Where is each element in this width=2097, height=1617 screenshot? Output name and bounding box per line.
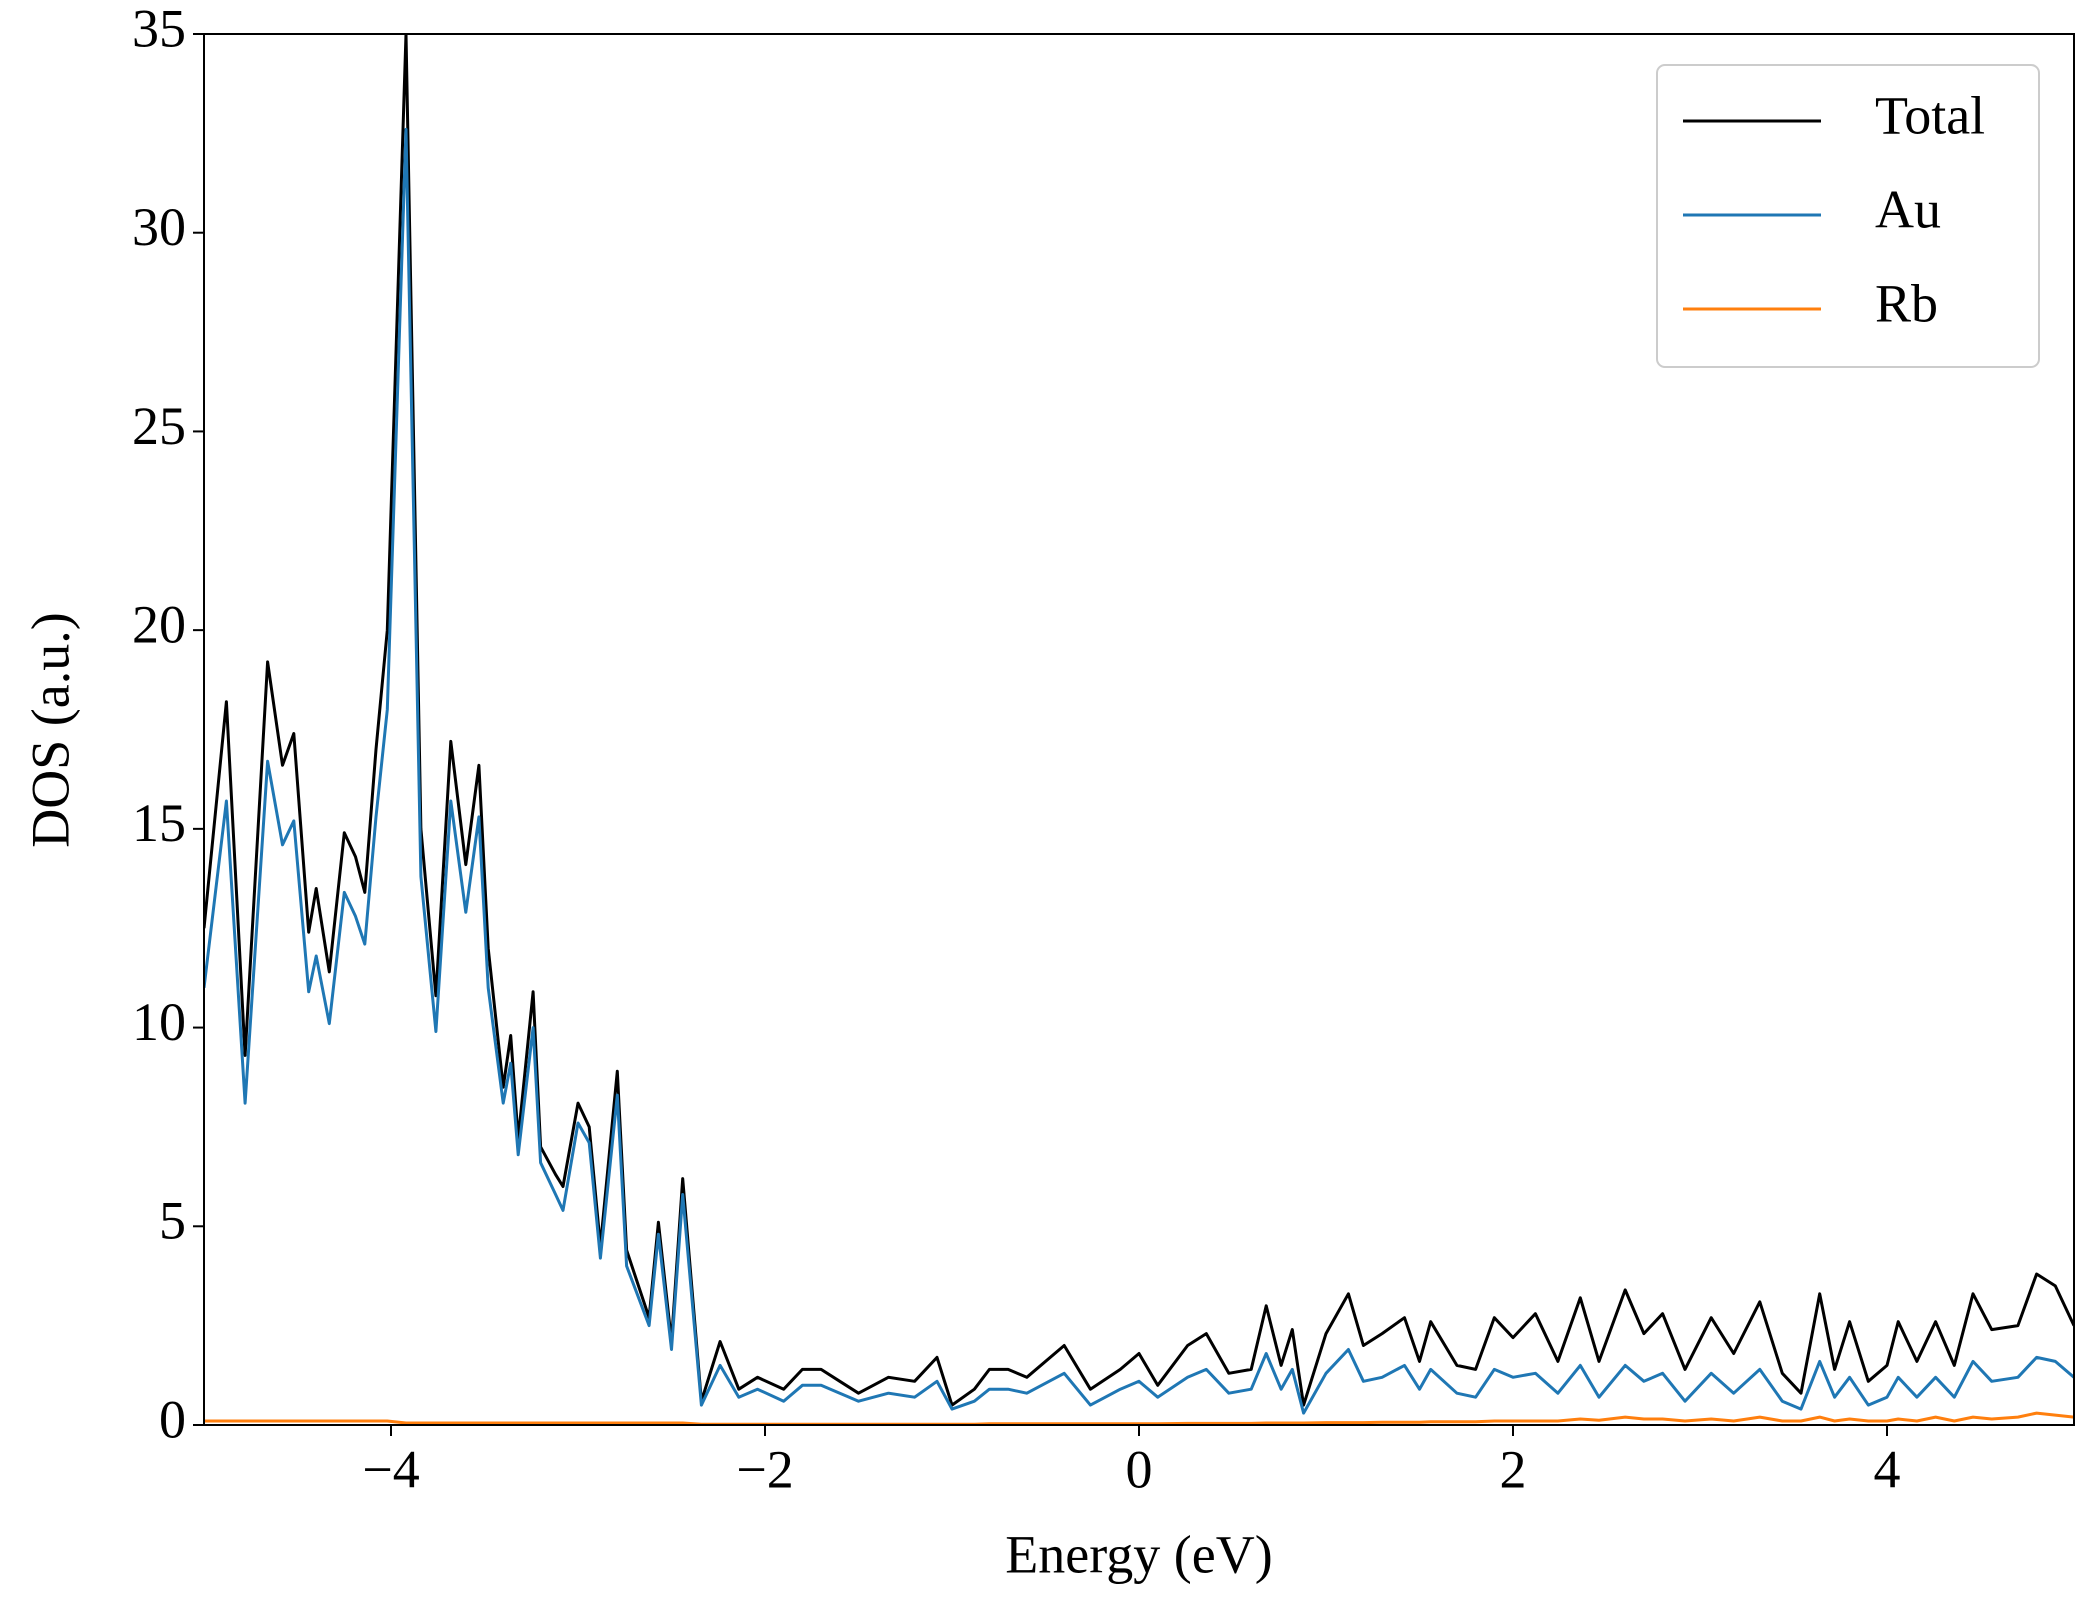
y-tick-label: 10 bbox=[132, 992, 186, 1052]
y-tick-label: 20 bbox=[132, 595, 186, 655]
series-line bbox=[204, 127, 2074, 1415]
x-axis-label: Energy (eV) bbox=[1005, 1524, 1272, 1584]
y-tick-label: 35 bbox=[132, 0, 186, 58]
legend-box bbox=[1656, 64, 2040, 368]
series-line bbox=[204, 34, 2074, 1407]
legend-label: Au bbox=[1875, 179, 1941, 239]
y-tick-label: 30 bbox=[132, 197, 186, 257]
x-tick-label: 2 bbox=[1500, 1439, 1527, 1499]
y-tick-label: 25 bbox=[132, 396, 186, 456]
y-tick-label: 0 bbox=[159, 1389, 186, 1449]
series-line bbox=[204, 1411, 2074, 1425]
legend-label: Rb bbox=[1875, 273, 1938, 333]
y-axis-label: DOS (a.u.) bbox=[20, 612, 80, 847]
x-tick-label: −2 bbox=[736, 1439, 793, 1499]
legend-label: Total bbox=[1875, 85, 1985, 145]
x-tick-label: −4 bbox=[362, 1439, 419, 1499]
x-tick-label: 4 bbox=[1874, 1439, 1901, 1499]
plot-frame bbox=[203, 33, 2075, 1426]
x-tick-label: 0 bbox=[1126, 1439, 1153, 1499]
y-tick-label: 5 bbox=[159, 1191, 186, 1251]
y-tick-label: 15 bbox=[132, 793, 186, 853]
